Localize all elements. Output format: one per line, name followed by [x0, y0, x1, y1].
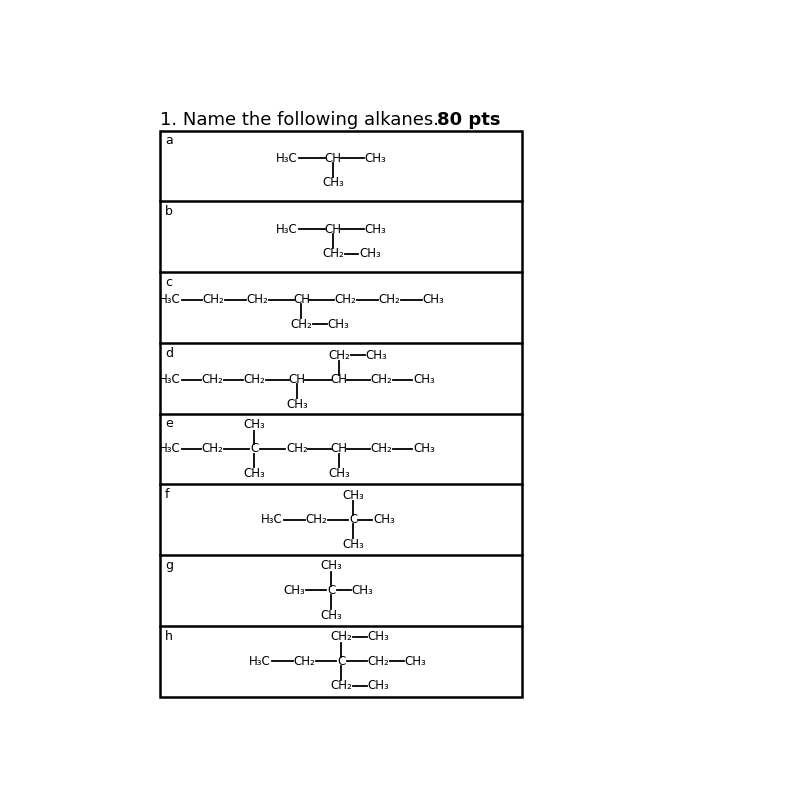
Text: h: h [165, 630, 173, 642]
Text: CH₂: CH₂ [286, 442, 308, 455]
Text: H₃C: H₃C [159, 374, 181, 386]
Text: CH₃: CH₃ [413, 374, 434, 386]
Text: CH₂: CH₂ [202, 294, 225, 306]
Text: CH₂: CH₂ [322, 247, 344, 260]
Text: CH₃: CH₃ [351, 584, 373, 597]
Text: CH: CH [330, 374, 348, 386]
Text: CH: CH [293, 294, 310, 306]
Text: CH: CH [325, 152, 342, 165]
Text: d: d [165, 346, 173, 360]
Text: CH₃: CH₃ [321, 559, 342, 572]
Text: CH₃: CH₃ [365, 152, 386, 165]
Text: CH₃: CH₃ [342, 489, 364, 502]
Text: CH₃: CH₃ [243, 467, 266, 480]
Text: CH₃: CH₃ [284, 584, 306, 597]
Text: CH₂: CH₂ [305, 514, 327, 526]
Text: b: b [165, 206, 173, 218]
Text: CH₃: CH₃ [327, 318, 350, 331]
Bar [160, 130, 522, 697]
Text: CH₃: CH₃ [367, 630, 390, 643]
Text: CH₃: CH₃ [322, 177, 344, 190]
Text: CH₂: CH₂ [294, 654, 315, 668]
Text: CH₃: CH₃ [286, 398, 308, 411]
Text: C: C [349, 514, 357, 526]
Text: CH: CH [288, 374, 306, 386]
Text: CH₂: CH₂ [246, 294, 269, 306]
Text: H₃C: H₃C [276, 152, 298, 165]
Text: CH₂: CH₂ [370, 374, 392, 386]
Text: CH₂: CH₂ [328, 349, 350, 362]
Text: CH₃: CH₃ [413, 442, 434, 455]
Text: CH₃: CH₃ [422, 294, 444, 306]
Text: CH₃: CH₃ [359, 247, 381, 260]
Text: CH₃: CH₃ [373, 514, 394, 526]
Text: CH₂: CH₂ [290, 318, 312, 331]
Text: CH: CH [330, 442, 348, 455]
Text: CH₂: CH₂ [370, 442, 392, 455]
Text: C: C [250, 442, 258, 455]
Text: CH₂: CH₂ [334, 294, 356, 306]
Text: H₃C: H₃C [261, 514, 282, 526]
Text: CH₂: CH₂ [378, 294, 400, 306]
Text: CH₂: CH₂ [243, 374, 266, 386]
Text: CH₃: CH₃ [321, 609, 342, 622]
Text: H₃C: H₃C [159, 294, 181, 306]
Text: e: e [165, 418, 173, 430]
Text: a: a [165, 134, 173, 147]
Text: H₃C: H₃C [276, 222, 298, 235]
Text: CH₂: CH₂ [202, 374, 223, 386]
Text: CH₂: CH₂ [330, 630, 352, 643]
Text: CH₂: CH₂ [330, 679, 352, 692]
Text: CH₃: CH₃ [328, 467, 350, 480]
Text: CH₃: CH₃ [342, 538, 364, 551]
Text: CH: CH [325, 222, 342, 235]
Text: CH₃: CH₃ [365, 222, 386, 235]
Text: C: C [338, 654, 346, 668]
Text: g: g [165, 559, 173, 572]
Text: f: f [165, 488, 170, 502]
Text: H₃C: H₃C [159, 442, 181, 455]
Text: CH₃: CH₃ [367, 679, 390, 692]
Text: CH₂: CH₂ [367, 654, 390, 668]
Text: CH₃: CH₃ [366, 349, 387, 362]
Text: 1. Name the following alkanes.: 1. Name the following alkanes. [160, 111, 438, 130]
Text: H₃C: H₃C [249, 654, 270, 668]
Text: CH₂: CH₂ [202, 442, 223, 455]
Text: CH₃: CH₃ [243, 418, 266, 431]
Text: 80 pts: 80 pts [437, 111, 501, 130]
Text: C: C [327, 584, 335, 597]
Text: c: c [165, 276, 172, 289]
Text: CH₃: CH₃ [405, 654, 426, 668]
